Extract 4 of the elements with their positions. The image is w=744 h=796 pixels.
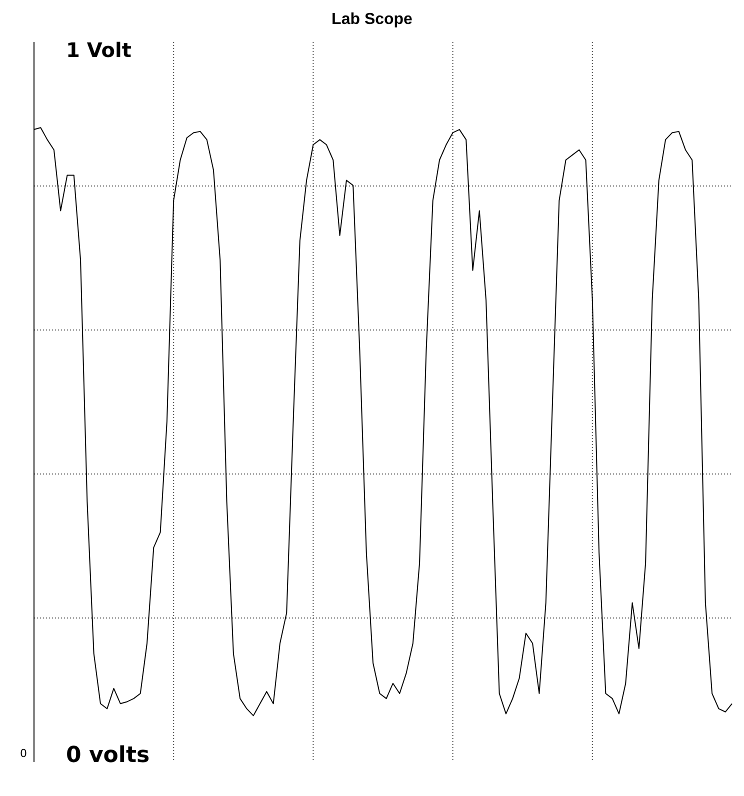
annotation: 0 volts — [66, 743, 150, 768]
text: 1 Volt — [66, 38, 132, 62]
text: 0 — [20, 747, 27, 760]
chart-title: Lab Scope — [330, 10, 414, 30]
